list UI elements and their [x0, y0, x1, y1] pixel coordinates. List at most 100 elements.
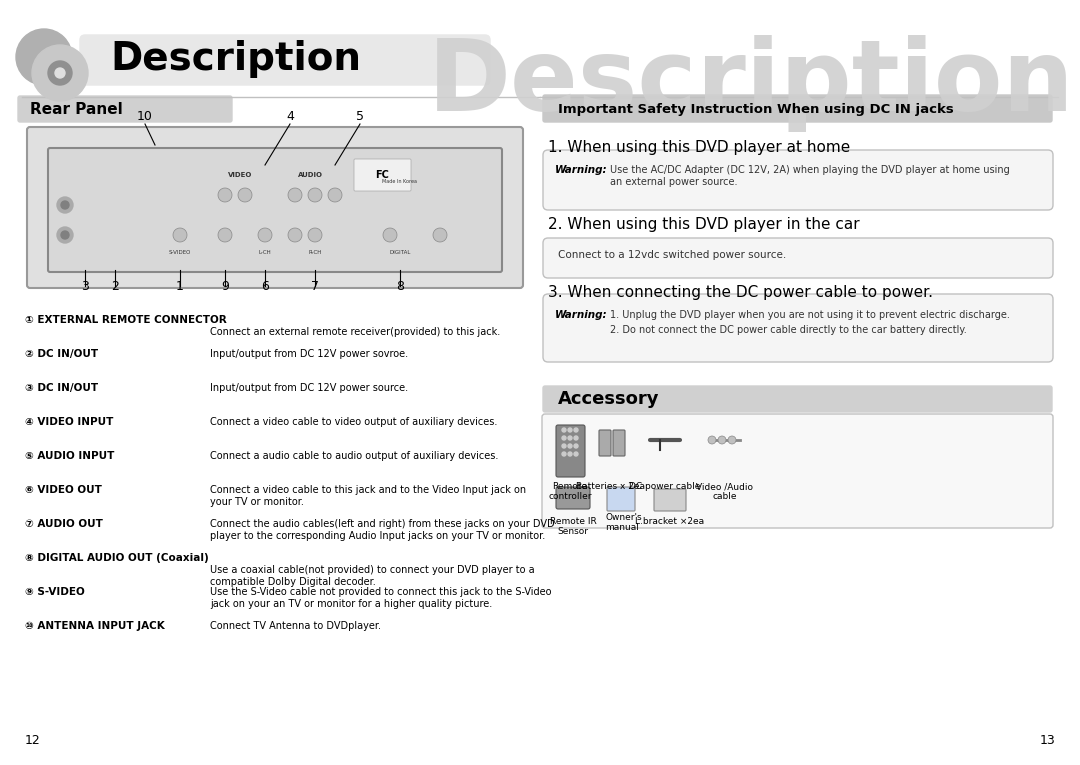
Text: 12: 12: [25, 734, 41, 747]
Circle shape: [718, 436, 726, 444]
Circle shape: [288, 228, 302, 242]
Circle shape: [568, 452, 572, 456]
Text: Use a coaxial cable(not provided) to connect your DVD player to a
compatible Dol: Use a coaxial cable(not provided) to con…: [210, 565, 535, 587]
Circle shape: [383, 228, 397, 242]
FancyBboxPatch shape: [654, 489, 686, 511]
Circle shape: [173, 228, 187, 242]
Text: L.bracket ×2ea: L.bracket ×2ea: [635, 517, 704, 526]
Text: FC: FC: [375, 170, 389, 180]
Circle shape: [562, 428, 566, 432]
Text: Description: Description: [429, 35, 1075, 132]
Text: Input/output from DC 12V power sovroe.: Input/output from DC 12V power sovroe.: [210, 349, 408, 359]
FancyBboxPatch shape: [556, 487, 590, 509]
Text: ⑤ AUDIO INPUT: ⑤ AUDIO INPUT: [25, 451, 114, 461]
Text: Connect a video cable to video output of auxiliary devices.: Connect a video cable to video output of…: [210, 417, 498, 427]
Circle shape: [573, 428, 578, 432]
Text: Input/output from DC 12V power source.: Input/output from DC 12V power source.: [210, 383, 408, 393]
Text: 4: 4: [286, 110, 294, 123]
Circle shape: [57, 227, 73, 243]
FancyBboxPatch shape: [543, 150, 1053, 210]
Text: Rear Panel: Rear Panel: [30, 102, 123, 116]
Text: Made In Korea: Made In Korea: [382, 179, 418, 184]
Text: ② DC IN/OUT: ② DC IN/OUT: [25, 349, 98, 359]
Text: Remote
controller: Remote controller: [549, 482, 592, 501]
FancyBboxPatch shape: [599, 430, 611, 456]
FancyBboxPatch shape: [27, 127, 523, 288]
Text: Use the S-Video cable not provided to connect this jack to the S-Video
jack on y: Use the S-Video cable not provided to co…: [210, 587, 552, 609]
Text: Connect the audio cables(left and right) from these jacks on your DVD
player to : Connect the audio cables(left and right)…: [210, 519, 555, 541]
Circle shape: [238, 188, 252, 202]
Circle shape: [573, 444, 578, 448]
Circle shape: [562, 444, 566, 448]
FancyBboxPatch shape: [18, 96, 232, 122]
FancyBboxPatch shape: [542, 414, 1053, 528]
Circle shape: [258, 228, 272, 242]
Text: 2: 2: [111, 280, 119, 293]
Text: R-CH: R-CH: [308, 249, 322, 255]
FancyBboxPatch shape: [48, 148, 502, 272]
Text: Warning:: Warning:: [555, 310, 608, 320]
FancyBboxPatch shape: [543, 386, 1052, 412]
Text: Batteries x 2ea: Batteries x 2ea: [576, 482, 645, 491]
FancyBboxPatch shape: [543, 95, 1052, 122]
Text: 2. When using this DVD player in the car: 2. When using this DVD player in the car: [548, 217, 860, 232]
Text: Connect a audio cable to audio output of auxiliary devices.: Connect a audio cable to audio output of…: [210, 451, 498, 461]
Text: 2. Do not connect the DC power cable directly to the car battery directly.: 2. Do not connect the DC power cable dir…: [610, 325, 967, 335]
Circle shape: [218, 228, 232, 242]
FancyBboxPatch shape: [543, 238, 1053, 278]
Circle shape: [573, 436, 578, 440]
Circle shape: [728, 436, 735, 444]
Text: Video /Audio
cable: Video /Audio cable: [697, 482, 754, 501]
Text: 13: 13: [1039, 734, 1055, 747]
Circle shape: [48, 61, 72, 85]
Circle shape: [562, 452, 566, 456]
Circle shape: [57, 197, 73, 213]
Text: Connect an external remote receiver(provided) to this jack.: Connect an external remote receiver(prov…: [210, 327, 500, 337]
Text: 7: 7: [311, 280, 319, 293]
Text: 1. Unplug the DVD player when you are not using it to prevent electric discharge: 1. Unplug the DVD player when you are no…: [610, 310, 1010, 320]
Circle shape: [55, 68, 65, 78]
Text: S-VIDEO: S-VIDEO: [168, 249, 191, 255]
Text: ④ VIDEO INPUT: ④ VIDEO INPUT: [25, 417, 113, 427]
Text: Connect to a 12vdc switched power source.: Connect to a 12vdc switched power source…: [558, 250, 786, 260]
Text: 10: 10: [137, 110, 153, 123]
Text: Owner's
manual: Owner's manual: [605, 513, 642, 532]
Text: ⑧ DIGITAL AUDIO OUT (Coaxial): ⑧ DIGITAL AUDIO OUT (Coaxial): [25, 553, 208, 563]
Text: 8: 8: [396, 280, 404, 293]
FancyBboxPatch shape: [543, 294, 1053, 362]
FancyBboxPatch shape: [607, 487, 635, 511]
Text: DC power cable: DC power cable: [630, 482, 701, 491]
Text: 3: 3: [81, 280, 89, 293]
Text: Description: Description: [110, 40, 361, 78]
Text: DIGITAL: DIGITAL: [389, 249, 410, 255]
Text: ① EXTERNAL REMOTE CONNECTOR: ① EXTERNAL REMOTE CONNECTOR: [25, 315, 227, 325]
Text: Connect a video cable to this jack and to the Video Input jack on
your TV or mon: Connect a video cable to this jack and t…: [210, 485, 526, 506]
Circle shape: [288, 188, 302, 202]
Circle shape: [568, 444, 572, 448]
Circle shape: [16, 29, 72, 85]
Circle shape: [433, 228, 447, 242]
Text: Remote IR
Sensor: Remote IR Sensor: [550, 517, 596, 536]
Circle shape: [708, 436, 716, 444]
Text: ⑩ ANTENNA INPUT JACK: ⑩ ANTENNA INPUT JACK: [25, 621, 165, 631]
Text: 9: 9: [221, 280, 229, 293]
Circle shape: [308, 228, 322, 242]
Circle shape: [218, 188, 232, 202]
Text: 1: 1: [176, 280, 184, 293]
Text: 3. When connecting the DC power cable to power.: 3. When connecting the DC power cable to…: [548, 285, 933, 300]
Text: L-CH: L-CH: [258, 249, 271, 255]
Text: 5: 5: [356, 110, 364, 123]
Circle shape: [32, 45, 87, 101]
Circle shape: [573, 452, 578, 456]
Circle shape: [568, 436, 572, 440]
Text: Warning:: Warning:: [555, 165, 608, 175]
Text: 6: 6: [261, 280, 269, 293]
FancyBboxPatch shape: [613, 430, 625, 456]
Text: VIDEO: VIDEO: [228, 172, 253, 178]
Circle shape: [60, 201, 69, 209]
Text: Connect TV Antenna to DVDplayer.: Connect TV Antenna to DVDplayer.: [210, 621, 381, 631]
Text: ⑦ AUDIO OUT: ⑦ AUDIO OUT: [25, 519, 103, 529]
Text: ⑥ VIDEO OUT: ⑥ VIDEO OUT: [25, 485, 102, 495]
Text: AUDIO: AUDIO: [297, 172, 323, 178]
Text: ③ DC IN/OUT: ③ DC IN/OUT: [25, 383, 98, 393]
